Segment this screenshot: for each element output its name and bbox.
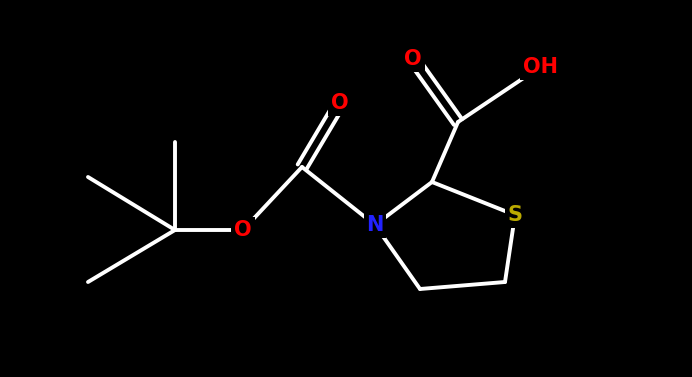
Text: S: S	[507, 205, 522, 225]
Text: N: N	[366, 215, 383, 235]
Text: OH: OH	[522, 57, 558, 77]
Text: O: O	[404, 49, 422, 69]
Text: O: O	[331, 93, 349, 113]
Text: O: O	[234, 220, 252, 240]
